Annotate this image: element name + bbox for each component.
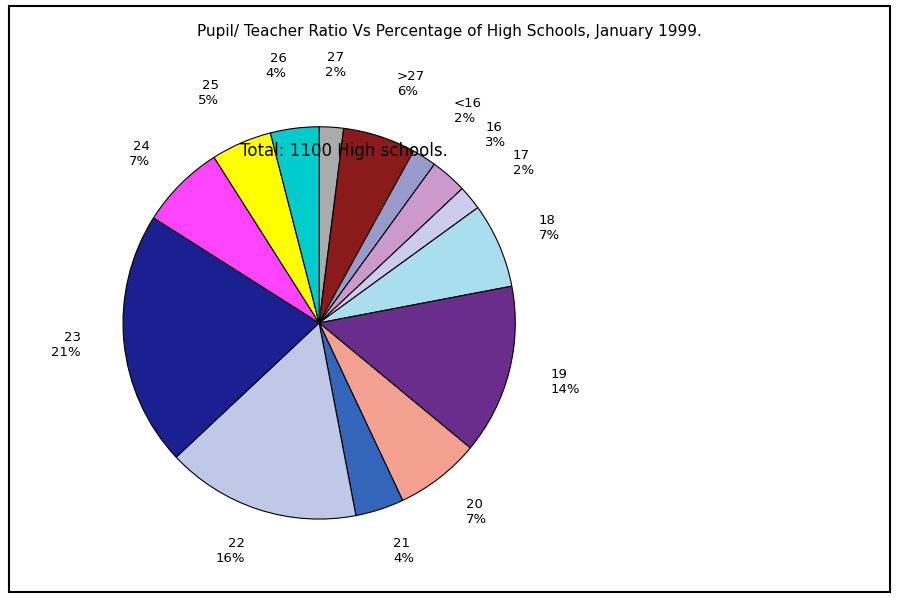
Wedge shape bbox=[319, 323, 470, 501]
Text: 22
16%: 22 16% bbox=[216, 536, 245, 565]
Text: >27
6%: >27 6% bbox=[396, 70, 425, 98]
Text: 17
2%: 17 2% bbox=[512, 149, 534, 177]
Wedge shape bbox=[123, 218, 319, 457]
Wedge shape bbox=[271, 127, 319, 323]
Wedge shape bbox=[319, 188, 478, 323]
Wedge shape bbox=[176, 323, 356, 519]
Wedge shape bbox=[319, 208, 512, 323]
Text: 19
14%: 19 14% bbox=[551, 368, 581, 396]
Text: 18
7%: 18 7% bbox=[539, 214, 560, 242]
Wedge shape bbox=[319, 323, 403, 515]
Text: 27
2%: 27 2% bbox=[325, 50, 346, 78]
Text: 23
21%: 23 21% bbox=[51, 331, 81, 359]
Text: Pupil/ Teacher Ratio Vs Percentage of High Schools, January 1999.: Pupil/ Teacher Ratio Vs Percentage of Hi… bbox=[197, 24, 702, 39]
Wedge shape bbox=[319, 129, 414, 323]
Wedge shape bbox=[319, 151, 434, 323]
Text: 24
7%: 24 7% bbox=[129, 140, 150, 167]
Text: <16
2%: <16 2% bbox=[454, 97, 482, 125]
Text: 21
4%: 21 4% bbox=[393, 536, 414, 565]
Wedge shape bbox=[319, 127, 343, 323]
Wedge shape bbox=[319, 286, 515, 448]
Text: Total: 1100 High schools.: Total: 1100 High schools. bbox=[240, 142, 448, 160]
Text: 20
7%: 20 7% bbox=[466, 498, 487, 526]
Text: 25
5%: 25 5% bbox=[199, 78, 219, 106]
Wedge shape bbox=[154, 157, 319, 323]
Wedge shape bbox=[214, 133, 319, 323]
Text: 16
3%: 16 3% bbox=[485, 121, 506, 148]
Wedge shape bbox=[319, 164, 462, 323]
Text: 26
4%: 26 4% bbox=[266, 52, 287, 80]
